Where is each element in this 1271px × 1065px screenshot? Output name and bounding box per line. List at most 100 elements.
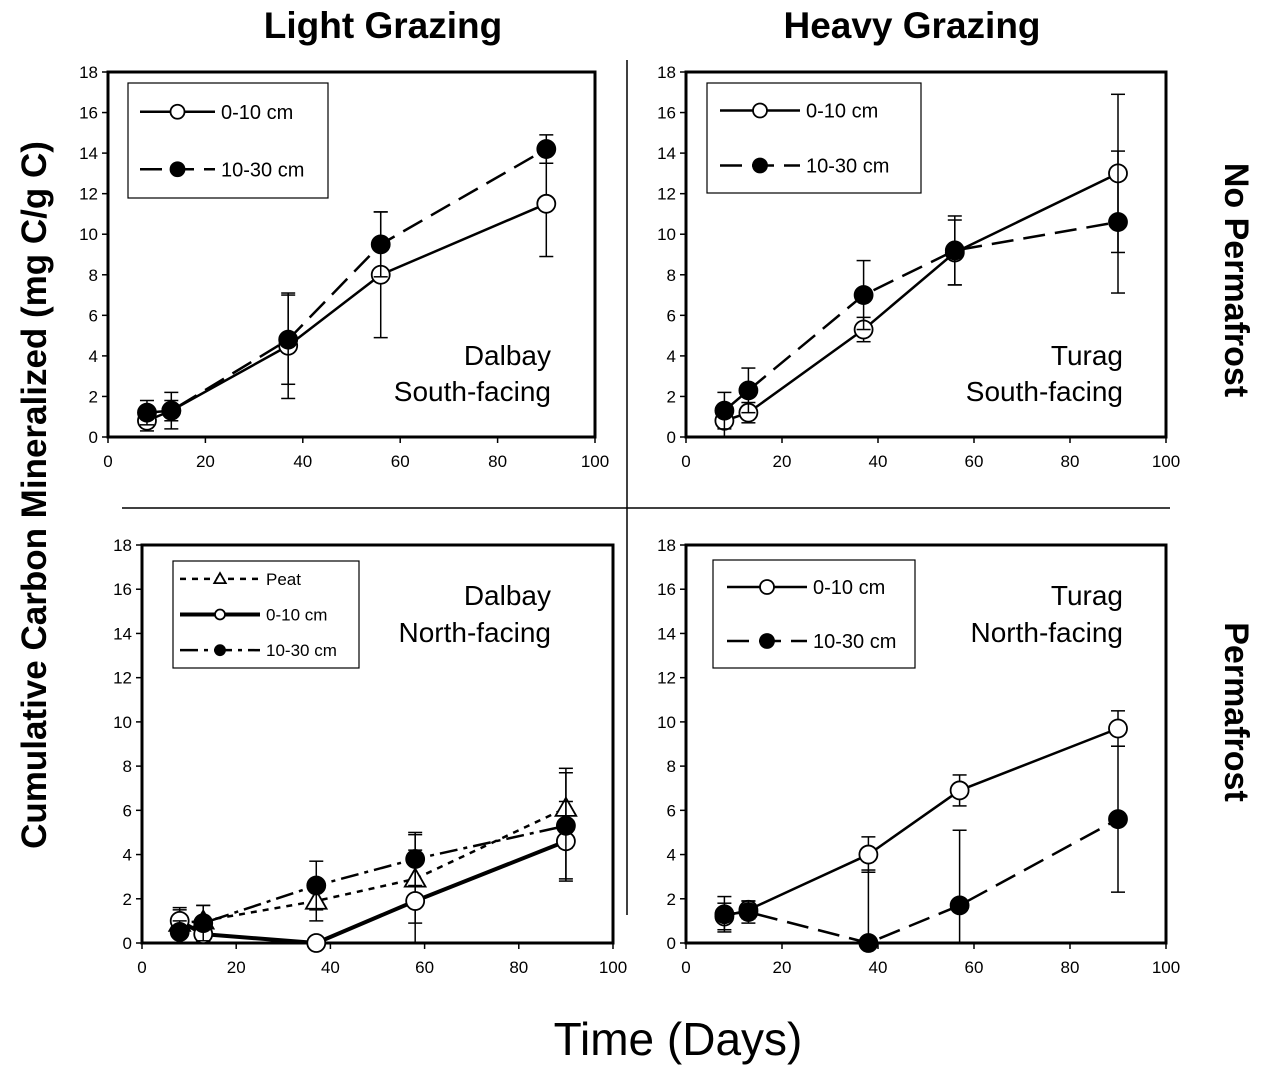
y-tick-label: 12 [79,185,98,204]
y-tick-label: 6 [667,801,676,820]
series-10-30-cm [714,150,1128,430]
x-tick-label: 0 [681,958,690,977]
series-10-30-cm [714,745,1128,953]
legend-marker [214,608,226,621]
x-tick-label: 80 [488,452,507,471]
panel-4: 0 2 4 6 8 10 12 14 16 18 0 20 40 60 80 100 0-10 cm 10-30 … [657,536,1180,977]
y-tick-label: 18 [657,536,676,555]
legend-box [706,82,922,194]
x-tick-label: 0 [103,452,112,471]
x-tick-label: 20 [773,958,792,977]
data-point [161,400,182,421]
data-point [306,875,327,896]
data-point [193,913,214,933]
data-point [536,193,557,214]
y-tick-label: 16 [113,580,132,599]
series-10-30-cm [137,134,557,430]
data-point [405,849,426,869]
y-tick-label: 10 [657,713,676,732]
data-point [370,234,391,255]
panel-aspect-label: South-facing [394,376,551,407]
x-tick-label: 40 [321,958,340,977]
y-tick-label: 16 [657,104,676,123]
x-tick-label: 0 [137,958,146,977]
x-tick-label: 60 [965,958,984,977]
plot-frame [106,70,597,439]
x-tick-label: 40 [869,452,888,471]
y-tick-label: 18 [657,63,676,82]
y-tick-label: 8 [667,266,676,285]
y-tick-label: 2 [123,890,132,909]
x-tick-label: 40 [869,958,888,977]
legend-marker [752,102,768,119]
x-tick-label: 100 [1152,958,1180,977]
legend-marker [169,161,186,178]
panel-aspect-label: South-facing [966,376,1123,407]
data-point [137,402,157,423]
y-tick-label: 4 [89,347,98,366]
y-tick-label: 14 [657,144,676,163]
legend: Peat 0-10 cm 10-30 cm [172,560,360,669]
legend: 0-10 cm 10-30 cm [706,82,922,194]
data-point [944,240,965,261]
data-point [949,895,970,916]
data-point [536,139,557,159]
y-tick-label: 10 [657,225,676,244]
series-line [724,818,1119,945]
legend-label: 0-10 cm [221,102,293,124]
y-tick-label: 0 [89,428,98,447]
series-line [179,824,567,934]
y-tick-label: 4 [667,846,676,865]
y-tick-label: 8 [123,757,132,776]
data-point [738,902,759,922]
y-tick-label: 10 [79,225,98,244]
y-tick-label: 10 [113,713,132,732]
y-tick-label: 18 [113,536,132,555]
x-tick-label: 80 [1061,452,1080,471]
y-tick-label: 0 [123,934,132,953]
panel-site-label: Dalbay [464,340,551,371]
legend-marker [212,571,228,585]
x-tick-label: 80 [509,958,528,977]
y-tick-label: 8 [89,266,98,285]
y-tick-label: 0 [667,428,676,447]
y-tick-label: 2 [667,387,676,406]
data-point [405,891,426,911]
data-point [714,904,735,925]
panel-site-label: Turag [1051,580,1123,611]
y-tick-label: 4 [667,347,676,366]
data-point [858,933,879,953]
panel-1: 0 2 4 6 8 10 12 14 16 18 0 20 40 60 80 100 0-10 cm 10-30 … [79,63,609,471]
x-tick-label: 60 [391,452,410,471]
panel-site-label: Turag [1051,340,1123,371]
series-line [724,727,1119,918]
row-title-no-permafrost: No Permafrost [1217,163,1255,397]
legend-label: 0-10 cm [266,605,327,624]
x-tick-label: 0 [681,452,690,471]
panel-3: 0 2 4 6 8 10 12 14 16 18 0 20 40 60 80 100 Peat 0-10 cm 10… [113,536,627,977]
legend-label: Peat [266,570,301,589]
legend-label: 10-30 cm [813,631,896,653]
y-tick-label: 6 [89,306,98,325]
x-axis-title: Time (Days) [554,1013,803,1065]
legend-label: 10-30 cm [806,156,889,178]
y-tick-label: 4 [123,846,132,865]
legend-marker [214,644,226,657]
data-point [738,380,759,401]
data-point [169,922,190,942]
y-tick-label: 12 [657,669,676,688]
data-point [853,285,874,305]
plot-frame [684,70,1168,439]
legend-marker [169,103,186,120]
x-tick-label: 80 [1061,958,1080,977]
legend: 0-10 cm 10-30 cm [127,82,329,199]
x-tick-label: 100 [599,958,627,977]
plot-frame [140,543,615,945]
y-tick-label: 6 [123,801,132,820]
x-tick-label: 40 [293,452,312,471]
y-tick-label: 14 [79,144,98,163]
x-tick-label: 100 [1152,452,1180,471]
panel-aspect-label: North-facing [970,617,1123,648]
y-tick-label: 2 [667,890,676,909]
